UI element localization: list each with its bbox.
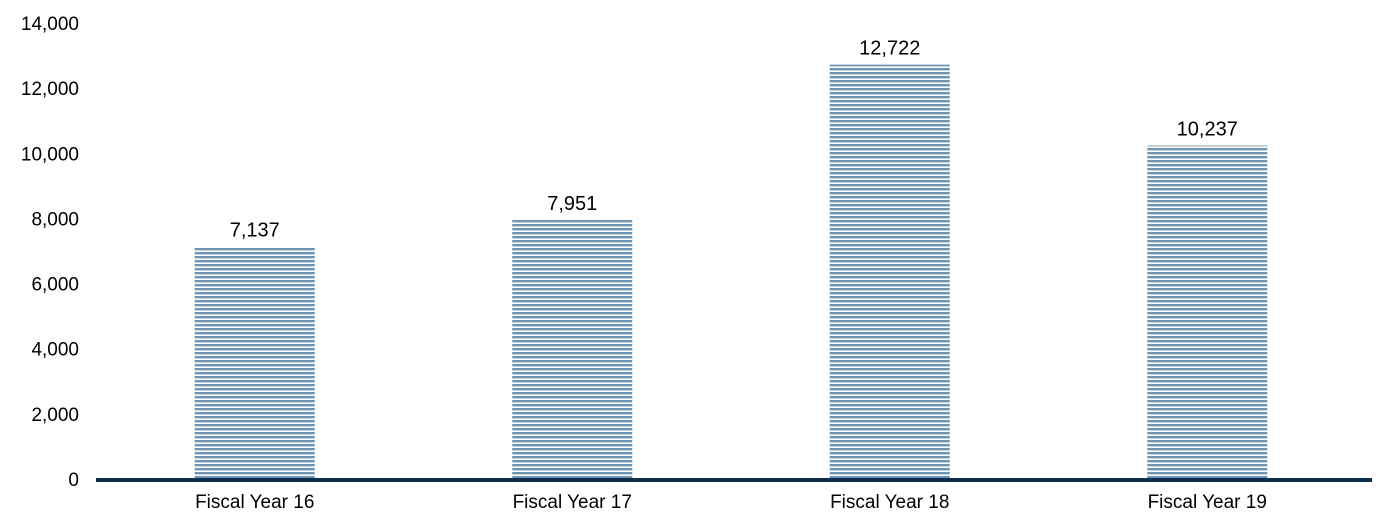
bar-value-label: 7,951	[547, 193, 597, 215]
bar	[829, 64, 950, 480]
y-tick-label: 4,000	[31, 340, 79, 361]
y-tick-label: 2,000	[31, 405, 79, 426]
y-tick-label: 12,000	[21, 79, 79, 100]
bar	[1147, 145, 1268, 479]
x-tick-label: Fiscal Year 19	[1148, 492, 1267, 513]
x-tick-label: Fiscal Year 17	[513, 492, 632, 513]
y-tick-label: 10,000	[21, 144, 79, 165]
y-tick-label: 14,000	[21, 14, 79, 35]
y-tick-label: 8,000	[31, 209, 79, 230]
x-axis-labels: Fiscal Year 16 Fiscal Year 17 Fiscal Year …	[195, 492, 1267, 513]
x-tick-label: Fiscal Year 18	[830, 492, 949, 513]
bar	[194, 246, 315, 479]
bar-value-label: 7,137	[230, 220, 280, 242]
y-tick-label: 0	[68, 470, 79, 491]
y-axis-ticks: 0 2,000 4,000 6,000 8,000 10,000 12,000 14,000	[21, 14, 79, 491]
bar	[512, 220, 633, 479]
y-tick-label: 6,000	[31, 275, 79, 296]
bar-value-label: 12,722	[859, 38, 920, 60]
x-tick-label: Fiscal Year 16	[195, 492, 314, 513]
value-labels-group: 7,137 7,951 12,722 10,237	[230, 38, 1238, 242]
bars-group	[194, 64, 1268, 480]
bar-value-label: 10,237	[1177, 119, 1238, 141]
